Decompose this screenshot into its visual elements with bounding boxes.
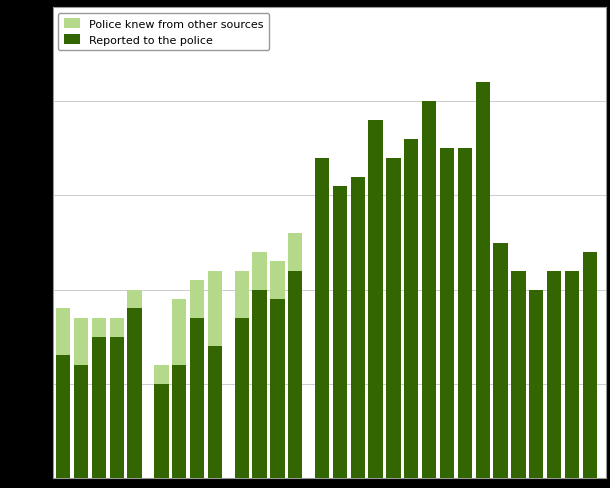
Bar xyxy=(270,262,284,478)
Bar xyxy=(422,431,436,478)
Bar xyxy=(476,431,490,478)
Bar xyxy=(56,356,70,478)
Bar xyxy=(547,431,561,478)
Bar xyxy=(511,271,525,478)
Bar xyxy=(440,149,454,478)
Bar xyxy=(547,271,561,478)
Bar xyxy=(583,431,597,478)
Bar xyxy=(92,318,106,478)
Bar xyxy=(253,252,267,478)
Bar xyxy=(458,431,472,478)
Bar xyxy=(476,83,490,478)
Bar xyxy=(529,431,544,478)
Bar xyxy=(92,337,106,478)
Bar xyxy=(440,431,454,478)
Bar xyxy=(235,318,249,478)
Bar xyxy=(172,299,187,478)
Bar xyxy=(56,309,70,478)
Bar xyxy=(253,290,267,478)
Bar xyxy=(315,159,329,478)
Bar xyxy=(351,431,365,478)
Bar xyxy=(404,431,418,478)
Bar xyxy=(386,431,401,478)
Bar xyxy=(565,431,579,478)
Bar xyxy=(288,271,303,478)
Bar xyxy=(422,102,436,478)
Bar xyxy=(190,318,204,478)
Bar xyxy=(511,431,525,478)
Bar xyxy=(270,299,284,478)
Bar xyxy=(458,149,472,478)
Bar xyxy=(565,271,579,478)
Bar xyxy=(315,431,329,478)
Bar xyxy=(74,365,88,478)
Bar xyxy=(208,271,222,478)
Bar xyxy=(529,290,544,478)
Bar xyxy=(110,318,124,478)
Bar xyxy=(368,121,382,478)
Bar xyxy=(235,271,249,478)
Bar xyxy=(332,431,347,478)
Bar xyxy=(190,281,204,478)
Bar xyxy=(110,337,124,478)
Bar xyxy=(493,431,508,478)
Bar xyxy=(74,318,88,478)
Bar xyxy=(493,243,508,478)
Bar xyxy=(404,140,418,478)
Bar xyxy=(127,309,142,478)
Bar xyxy=(127,290,142,478)
Legend: Police knew from other sources, Reported to the police: Police knew from other sources, Reported… xyxy=(58,14,269,51)
Bar xyxy=(154,365,168,478)
Bar xyxy=(351,177,365,478)
Bar xyxy=(288,234,303,478)
Bar xyxy=(332,186,347,478)
Bar xyxy=(172,365,187,478)
Bar xyxy=(368,431,382,478)
Bar xyxy=(583,252,597,478)
Bar xyxy=(386,159,401,478)
Bar xyxy=(154,384,168,478)
Bar xyxy=(208,346,222,478)
